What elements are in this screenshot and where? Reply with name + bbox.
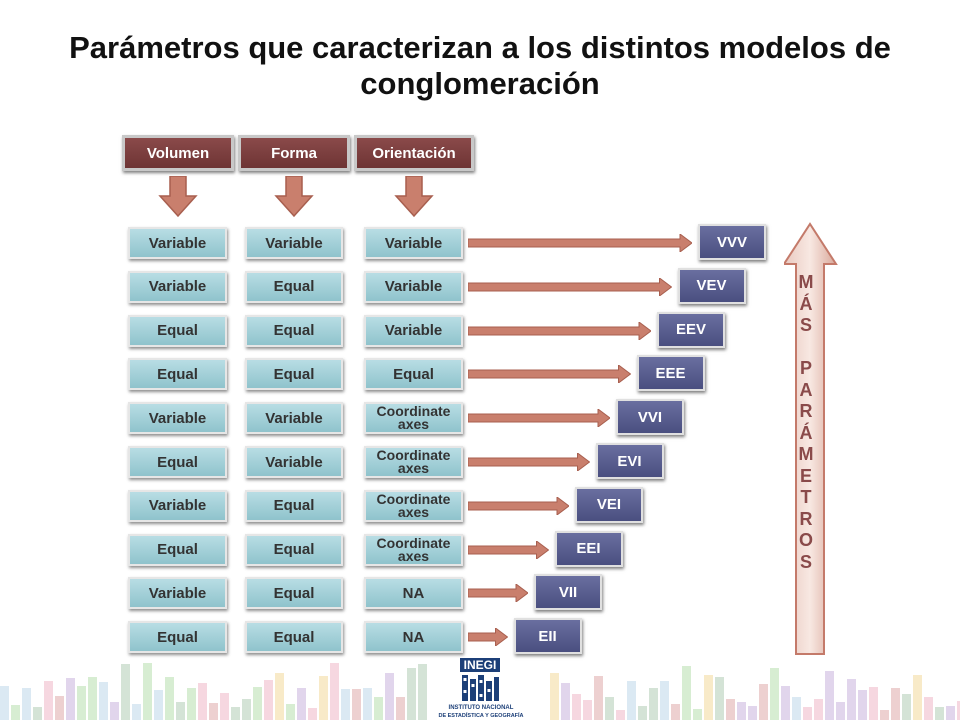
model-box: EVI	[595, 443, 664, 479]
parameter-cell: Equal	[245, 314, 343, 347]
parameter-cell: Equal	[128, 358, 227, 391]
parameter-cell: Coordinate axes	[364, 402, 463, 435]
parameter-cell: Equal	[128, 533, 227, 566]
model-box: EII	[513, 618, 582, 655]
parameter-cell: Equal	[245, 533, 343, 566]
parameter-cell: Variable	[245, 446, 343, 478]
more-parameters-arrow	[784, 222, 838, 655]
parameter-cell: Equal	[245, 621, 343, 654]
model-box: VVI	[616, 399, 684, 436]
svg-text:DE ESTADÍSTICA Y GEOGRAFÍA: DE ESTADÍSTICA Y GEOGRAFÍA	[438, 711, 523, 719]
parameter-cell: Variable	[128, 489, 227, 522]
svg-text:INSTITUTO NACIONAL: INSTITUTO NACIONAL	[449, 705, 514, 711]
right-arrow	[468, 540, 549, 559]
column-header: Forma	[238, 135, 350, 171]
model-box: VEI	[575, 486, 643, 523]
model-box: EEI	[554, 530, 623, 567]
model-box: VII	[534, 574, 602, 611]
right-arrow	[468, 628, 508, 647]
parameter-cell: Variable	[128, 402, 227, 435]
parameter-cell: Variable	[364, 270, 463, 303]
column-header: Volumen	[122, 135, 234, 171]
right-arrow	[468, 277, 672, 296]
down-arrow	[274, 176, 314, 218]
down-arrow	[158, 176, 198, 218]
parameter-cell: Coordinate axes	[364, 446, 463, 478]
column-header: Orientación	[354, 135, 474, 171]
right-arrow	[468, 453, 590, 471]
parameter-cell: Equal	[245, 489, 343, 522]
model-box: VVV	[698, 224, 766, 260]
parameter-cell: Equal	[128, 446, 227, 478]
parameter-cell: NA	[364, 577, 463, 610]
right-arrow	[468, 496, 569, 515]
parameter-cell: Equal	[128, 314, 227, 347]
parameter-cell: Variable	[364, 227, 463, 259]
parameter-cell: Coordinate axes	[364, 533, 463, 566]
svg-text:INEGI: INEGI	[464, 658, 497, 672]
parameter-cell: Equal	[128, 621, 227, 654]
model-box: EEV	[657, 311, 725, 348]
right-arrow	[468, 584, 528, 603]
down-arrow	[394, 176, 434, 218]
decorative-footer-bars	[0, 663, 960, 720]
parameter-cell: Equal	[364, 358, 463, 391]
inegi-logo: INEGI INSTITUTO NACIONAL DE ESTADÍSTICA …	[438, 658, 524, 719]
page-title: Parámetros que caracterizan a los distin…	[69, 30, 891, 101]
parameter-cell: Variable	[245, 227, 343, 259]
parameter-cell: Equal	[245, 270, 343, 303]
parameter-cell: Variable	[364, 314, 463, 347]
right-arrow	[468, 409, 610, 428]
parameter-cell: Variable	[128, 577, 227, 610]
parameter-cell: Coordinate axes	[364, 489, 463, 522]
model-box: VEV	[677, 267, 746, 304]
model-box: EEE	[636, 355, 705, 392]
parameter-cell: NA	[364, 621, 463, 654]
parameter-cell: Variable	[245, 402, 343, 435]
parameter-cell: Equal	[245, 358, 343, 391]
right-arrow	[468, 321, 651, 340]
parameter-cell: Variable	[128, 227, 227, 259]
parameter-cell: Equal	[245, 577, 343, 610]
right-arrow	[468, 365, 631, 384]
parameter-cell: Variable	[128, 270, 227, 303]
right-arrow	[468, 234, 692, 252]
